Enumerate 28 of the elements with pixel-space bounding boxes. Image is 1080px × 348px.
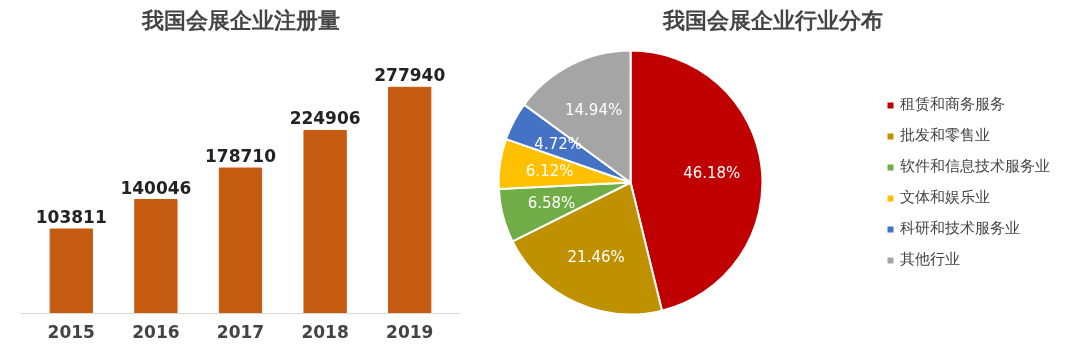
- legend-label: 租赁和商务服务: [900, 95, 1005, 114]
- x-tick-label: 2015: [47, 321, 95, 342]
- data-label: 140046: [120, 177, 192, 198]
- legend-label: 批发和零售业: [900, 126, 990, 145]
- legend-label: 文体和娱乐业: [900, 188, 990, 207]
- bar: [388, 86, 432, 314]
- bar: [303, 129, 347, 314]
- data-label: 14.94%: [564, 100, 623, 119]
- data-label: 46.18%: [683, 163, 741, 182]
- legend-label: 软件和信息技术服务业: [900, 157, 1050, 176]
- data-label: 6.58%: [527, 194, 576, 213]
- data-label: 178710: [205, 146, 277, 167]
- bar: [49, 228, 93, 314]
- x-tick-label: 2018: [301, 321, 349, 342]
- chart-title: 我国会展企业行业分布: [662, 7, 883, 33]
- chart-title: 我国会展企业注册量: [140, 7, 340, 33]
- x-tick-label: 2019: [386, 321, 434, 342]
- bar: [218, 167, 263, 314]
- data-label: 21.46%: [567, 247, 625, 266]
- x-tick-label: 2016: [132, 321, 180, 342]
- x-tick-label: 2017: [216, 321, 265, 342]
- legend-label: 科研和技术服务业: [900, 219, 1020, 238]
- legend-label: 其他行业: [900, 250, 960, 269]
- data-label: 103811: [35, 207, 107, 227]
- bar: [134, 199, 178, 314]
- data-label: 277940: [374, 65, 446, 86]
- data-label: 6.12%: [525, 161, 574, 180]
- data-label: 224906: [289, 108, 361, 129]
